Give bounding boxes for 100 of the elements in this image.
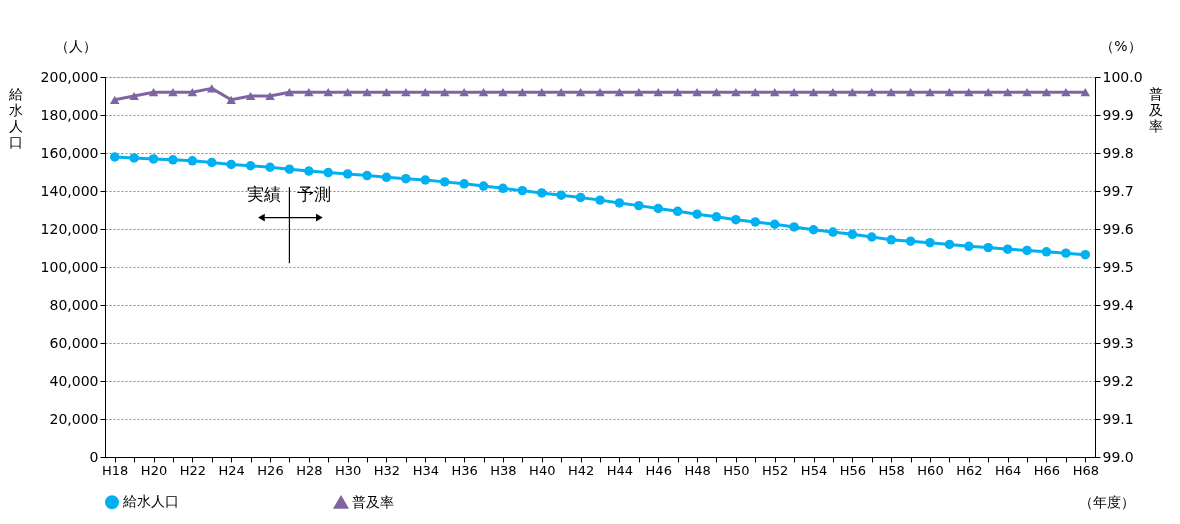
y-tick-label: 0: [89, 448, 99, 465]
point: [342, 169, 353, 179]
point: [439, 177, 450, 187]
y-tick-label: 40,000: [49, 372, 99, 389]
point: [537, 188, 547, 198]
y2-tick-label: 99.5: [1102, 258, 1134, 275]
x-tick-label: H40: [529, 462, 556, 478]
x-tick-label: H62: [956, 462, 983, 478]
text: （%）: [1100, 38, 1142, 54]
y-tick-label: 100,000: [40, 258, 99, 275]
point: [148, 154, 159, 164]
point: [556, 190, 566, 200]
annotation: 予測: [297, 183, 332, 204]
point: [1080, 249, 1091, 260]
y-axis-title: 給水人口: [7, 85, 23, 150]
point: [769, 219, 780, 229]
point: [1022, 245, 1032, 256]
y2-tick-label: 99.0: [1102, 448, 1134, 465]
point: [478, 181, 489, 191]
y-tick-label: 160,000: [40, 144, 99, 161]
point: [575, 192, 586, 203]
point: [323, 167, 333, 178]
point: [905, 236, 916, 246]
point: [808, 225, 819, 235]
point: [1041, 247, 1052, 257]
point: [1061, 248, 1071, 258]
y2-tick-label: 99.2: [1102, 372, 1134, 389]
point: [731, 214, 741, 225]
text: （人）: [55, 38, 97, 54]
x-tick-label: H20: [140, 462, 168, 478]
x-tick-label: H36: [451, 462, 478, 478]
point: [517, 185, 528, 196]
x-tick-label: H30: [334, 462, 362, 478]
x-tick-label: H50: [723, 462, 750, 478]
y-tick-label: 200,000: [40, 68, 99, 85]
point: [1002, 244, 1013, 254]
y2-tick-label: 99.1: [1102, 410, 1134, 427]
y2-tick-label: 99.3: [1102, 334, 1134, 351]
x-tick-label: H44: [606, 462, 634, 478]
point: [964, 241, 974, 252]
x-axis-title: （年度）: [1079, 494, 1135, 510]
legend-label: 普及率: [352, 493, 394, 510]
y-tick-label: 60,000: [49, 334, 99, 351]
x-tick-label: H24: [218, 462, 245, 478]
point: [187, 156, 198, 166]
x-tick-label: H66: [1033, 462, 1061, 478]
point: [401, 173, 411, 184]
point: [711, 212, 722, 222]
x-tick-label: H56: [839, 462, 867, 478]
point: [925, 237, 935, 248]
y2-tick-label: 99.4: [1102, 296, 1134, 313]
x-tick-label: H46: [645, 462, 672, 478]
point: [284, 164, 295, 174]
point: [459, 179, 469, 189]
y-tick-label: 140,000: [40, 182, 99, 199]
point: [672, 206, 683, 217]
point: [595, 195, 605, 205]
point: [207, 157, 217, 168]
point: [653, 203, 663, 214]
y-tick-label: 180,000: [40, 106, 99, 123]
x-tick-label: H52: [762, 462, 789, 478]
x-tick-label: H64: [994, 462, 1022, 478]
point: [983, 242, 993, 253]
x-tick-label: H58: [878, 462, 905, 478]
point: [789, 222, 799, 232]
x-tick-label: H38: [490, 462, 517, 478]
x-tick-label: H54: [800, 462, 828, 478]
point: [634, 200, 644, 211]
point: [614, 198, 625, 208]
point: [245, 161, 256, 171]
point: [944, 239, 955, 250]
point: [847, 229, 858, 240]
point: [828, 227, 838, 237]
y-tick-label: 120,000: [40, 220, 99, 237]
x-tick-label: H34: [412, 462, 439, 478]
point: [692, 209, 702, 219]
y-tick-label: 20,000: [49, 410, 99, 427]
point: [886, 235, 896, 245]
x-tick-label: H48: [684, 462, 711, 478]
point: [362, 170, 372, 181]
x-tick-label: H26: [257, 462, 284, 478]
point: [168, 155, 178, 165]
point: [867, 232, 877, 242]
y2-tick-label: 99.9: [1102, 106, 1134, 123]
x-tick-label: H28: [296, 462, 323, 478]
point: [109, 152, 120, 162]
point: [750, 217, 761, 227]
annotation: 実績: [247, 183, 282, 204]
x-tick-label: H22: [179, 462, 207, 478]
x-tick-label: H18: [102, 462, 129, 478]
y2-tick-label: 100.0: [1102, 68, 1143, 85]
y2-axis-title: 普及率: [1148, 85, 1163, 134]
y-tick-label: 80,000: [49, 296, 99, 313]
point: [129, 153, 139, 163]
x-tick-label: H60: [917, 462, 944, 478]
point: [304, 166, 314, 176]
y2-tick-label: 99.7: [1102, 182, 1134, 199]
point: [381, 172, 392, 183]
point: [226, 159, 236, 170]
x-tick-label: H32: [373, 462, 401, 478]
